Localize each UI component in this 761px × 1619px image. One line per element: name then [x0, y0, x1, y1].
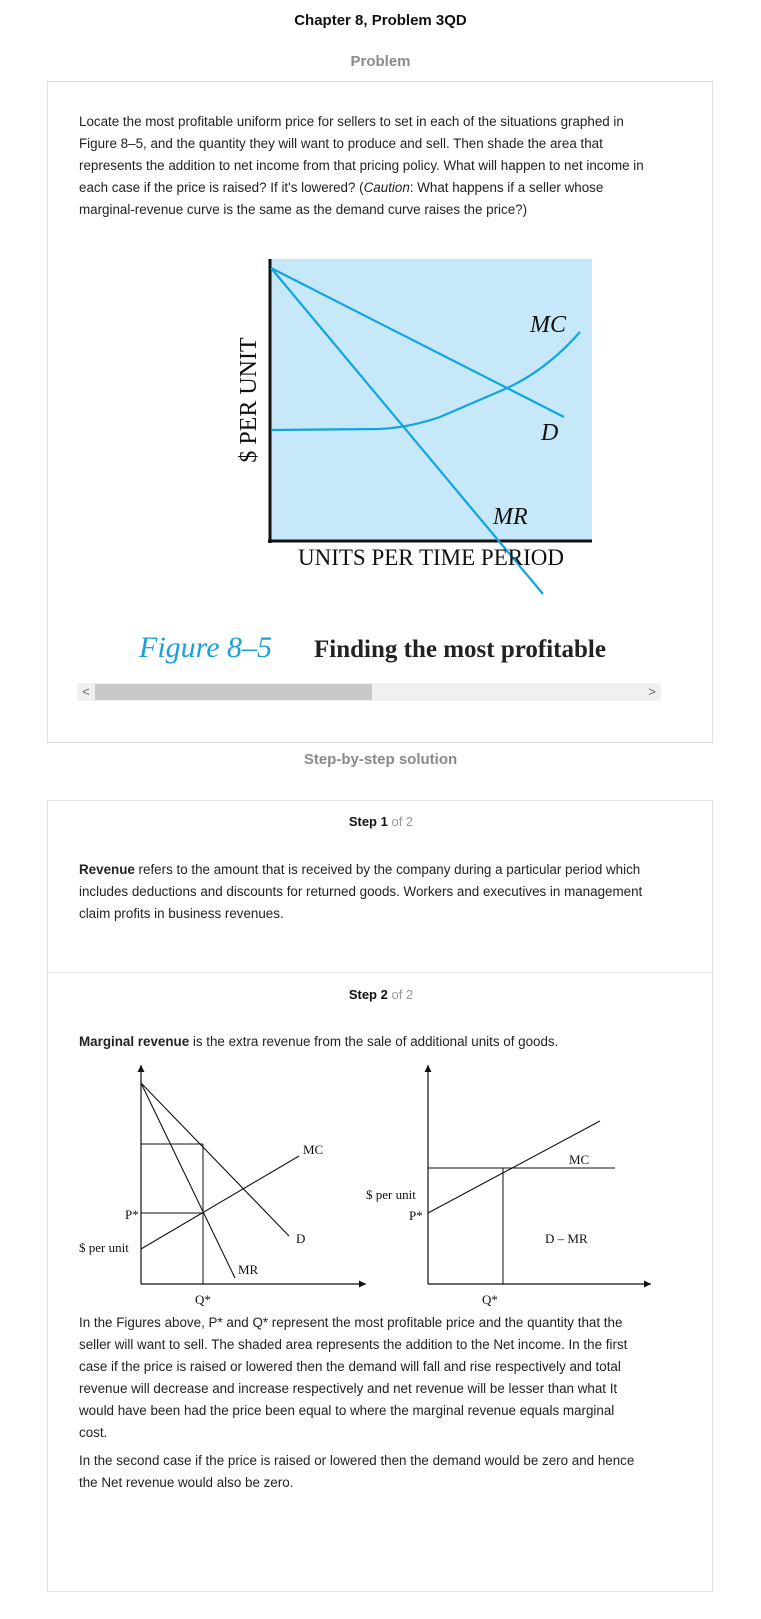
- left-mr-line: [140, 1082, 236, 1279]
- left-mc-line: [140, 1155, 300, 1250]
- figure-caption-title: Finding the most profitable: [314, 636, 606, 663]
- horizontal-scrollbar[interactable]: < >: [77, 683, 661, 701]
- left-mr-label: MR: [238, 1262, 259, 1277]
- step-1-label: Step 1 of 2: [1, 814, 761, 829]
- marginal-revenue-term: Marginal revenue: [79, 1034, 190, 1049]
- step-of: of 2: [391, 814, 414, 829]
- y-axis-label: $ PER UNIT: [236, 337, 262, 463]
- figure-caption-number: Figure 8–5: [138, 631, 272, 664]
- solution-heading: Step-by-step solution: [303, 751, 458, 768]
- step-2-graphs: P* $ per unit Q* MC D MR $ per unit P* Q…: [79, 1065, 651, 1307]
- right-mc-line: [427, 1120, 601, 1214]
- page-title: Chapter 8, Problem 3QD: [294, 12, 467, 29]
- step-2-intro: Marginal revenue is the extra revenue fr…: [79, 1031, 699, 1053]
- problem-line-part: each case if the price is raised? If it'…: [79, 180, 364, 195]
- mc-label: MC: [529, 312, 567, 338]
- step-number: Step 1: [348, 814, 388, 829]
- caution-word: Caution: [363, 180, 410, 195]
- step-2-label: Step 2 of 2: [1, 987, 761, 1002]
- d-label: D: [540, 420, 558, 446]
- figure-panel: [270, 259, 592, 541]
- step-1-line: includes deductions and discounts for re…: [79, 884, 643, 899]
- step-2-intro-part: is the extra revenue from the sale of ad…: [189, 1034, 559, 1049]
- left-demand-line: [140, 1082, 290, 1237]
- step-2-line: In the Figures above, P* and Q* represen…: [79, 1315, 623, 1330]
- x-axis-label: UNITS PER TIME PERIOD: [298, 545, 564, 570]
- problem-line: Figure 8–5, and the quantity they will w…: [79, 136, 603, 151]
- step-2-line: cost.: [79, 1425, 108, 1440]
- step-1-line: Revenue refers to the amount that is rec…: [79, 859, 699, 881]
- step-1-line: claim profits in business revenues.: [79, 906, 284, 921]
- solution-card: Step 1 of 2 Revenue refers to the amount…: [47, 800, 713, 1592]
- step-2-line: would have been had the price been equal…: [79, 1403, 615, 1418]
- demand-curve: [270, 267, 565, 418]
- mr-label: MR: [492, 504, 528, 530]
- right-y-label: $ per unit: [366, 1187, 416, 1202]
- step-number: Step 2: [348, 987, 388, 1002]
- step-2-paragraph-2: In the second case if the price is raise…: [79, 1450, 699, 1494]
- step-2-line: case if the price is raised or lowered t…: [79, 1359, 621, 1374]
- right-q-star-label: Q*: [482, 1292, 498, 1307]
- marginal-cost-curve: [270, 331, 581, 432]
- step-of: of 2: [391, 987, 414, 1002]
- step-2-line: seller will want to sell. The shaded are…: [79, 1337, 628, 1352]
- step-divider: [48, 972, 712, 973]
- left-d-label: D: [296, 1231, 305, 1246]
- right-d-mr-label: D – MR: [545, 1231, 588, 1246]
- step-2-line: In the second case if the price is raise…: [79, 1453, 635, 1468]
- problem-card: Locate the most profitable uniform price…: [47, 81, 713, 743]
- step-1-line-part: refers to the amount that is received by…: [134, 862, 641, 877]
- problem-line: each case if the price is raised? If it'…: [79, 177, 699, 199]
- step-2-line: the Net revenue would also be zero.: [79, 1475, 294, 1490]
- problem-line-part: : What happens if a seller whose: [409, 180, 604, 195]
- figure-8-5: MC D MR $ PER UNIT UNITS PER TIME PERIOD…: [138, 259, 606, 664]
- problem-heading: Problem: [350, 53, 411, 70]
- left-p-star-label: P*: [125, 1207, 139, 1222]
- problem-line: Locate the most profitable uniform price…: [79, 114, 624, 129]
- right-p-star-label: P*: [409, 1208, 423, 1223]
- scroll-right-arrow-icon[interactable]: >: [648, 684, 656, 699]
- step-1-text: Revenue refers to the amount that is rec…: [79, 859, 699, 925]
- left-graph: P* $ per unit Q* MC D MR: [79, 1065, 366, 1307]
- problem-text: Locate the most profitable uniform price…: [79, 111, 699, 221]
- step-2-line: revenue will decrease and increase respe…: [79, 1381, 618, 1396]
- marginal-revenue-curve: [270, 267, 544, 595]
- problem-line: marginal-revenue curve is the same as th…: [79, 202, 528, 217]
- scrollbar-thumb[interactable]: [95, 684, 372, 700]
- left-q-star-label: Q*: [195, 1292, 211, 1307]
- right-mc-label: MC: [569, 1152, 589, 1167]
- scroll-left-arrow-icon[interactable]: <: [82, 684, 90, 699]
- right-graph: $ per unit P* Q* MC D – MR: [366, 1065, 651, 1307]
- step-2-paragraph-1: In the Figures above, P* and Q* represen…: [79, 1312, 699, 1444]
- left-mc-label: MC: [303, 1142, 323, 1157]
- revenue-term: Revenue: [79, 862, 135, 877]
- problem-line: represents the addition to net income fr…: [79, 158, 644, 173]
- left-y-label: $ per unit: [79, 1240, 129, 1255]
